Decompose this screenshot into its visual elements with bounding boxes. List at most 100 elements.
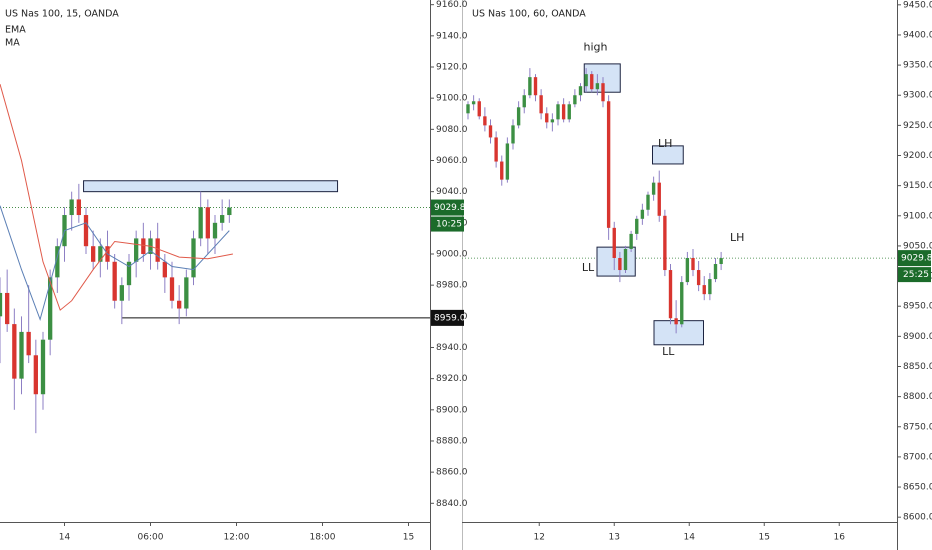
candle-body bbox=[76, 199, 81, 216]
candle-body bbox=[55, 246, 60, 278]
candle-body bbox=[169, 277, 175, 301]
countdown-bg bbox=[898, 267, 931, 283]
candle-body bbox=[550, 119, 555, 123]
candle-body bbox=[212, 222, 218, 239]
x-tick-label: 15 bbox=[403, 533, 414, 543]
candle-body bbox=[719, 258, 723, 265]
y-tick-label: 8980.0 bbox=[436, 281, 468, 291]
candle-body bbox=[477, 101, 481, 117]
candle-body bbox=[198, 207, 203, 239]
price-label-bg bbox=[431, 199, 464, 216]
candle-body bbox=[494, 137, 498, 162]
y-tick-label: 9200.0 bbox=[903, 151, 932, 161]
y-tick-label: 8950.0 bbox=[903, 302, 932, 312]
indicator-line bbox=[0, 205, 230, 322]
candle-body bbox=[545, 113, 549, 123]
candle-body bbox=[708, 279, 712, 295]
candle-body bbox=[567, 104, 571, 120]
x-tick-label: 06:00 bbox=[138, 533, 164, 543]
candle-body bbox=[134, 238, 139, 262]
candle-body bbox=[516, 107, 521, 126]
candle-body bbox=[126, 261, 132, 286]
candle-body bbox=[702, 285, 706, 295]
candle-body bbox=[466, 104, 470, 114]
y-tick-label: 9100.0 bbox=[903, 211, 932, 221]
candle-body bbox=[651, 182, 656, 195]
candle-body bbox=[69, 199, 74, 216]
legend-entry: MA bbox=[5, 38, 20, 49]
y-tick-label: 8940.0 bbox=[436, 343, 468, 353]
candle-body bbox=[657, 182, 661, 216]
candle-body bbox=[612, 227, 616, 258]
chart-title: US Nas 100, 15, OANDA bbox=[5, 9, 119, 20]
candle-body bbox=[205, 207, 210, 239]
candle-body bbox=[623, 248, 628, 271]
y-tick-label: 9250.0 bbox=[903, 121, 932, 131]
annotation: high bbox=[584, 41, 608, 54]
annotation: LL bbox=[662, 345, 675, 358]
x-tick-label: 13 bbox=[609, 533, 620, 543]
candle-body bbox=[584, 74, 588, 87]
zone-box bbox=[83, 180, 339, 193]
candle-body bbox=[500, 161, 504, 180]
chart-title: US Nas 100, 60, OANDA bbox=[472, 9, 586, 20]
candle-body bbox=[663, 215, 667, 271]
candle-body bbox=[98, 246, 103, 262]
y-tick-label: 8880.0 bbox=[436, 436, 468, 446]
candle-body bbox=[685, 257, 690, 283]
candle-body bbox=[12, 324, 17, 379]
candle-body bbox=[556, 104, 560, 120]
candle-body bbox=[629, 233, 633, 249]
candle-body bbox=[590, 74, 594, 90]
candle-body bbox=[483, 116, 487, 126]
zone-box bbox=[653, 320, 704, 346]
candle-body bbox=[713, 264, 718, 280]
y-tick-label: 9450.0 bbox=[903, 0, 932, 10]
candle-body bbox=[646, 194, 650, 210]
countdown-bg bbox=[431, 216, 464, 232]
candle-body bbox=[640, 209, 645, 219]
y-tick-label: 8920.0 bbox=[436, 374, 468, 384]
candle-body bbox=[155, 238, 160, 262]
candle-body bbox=[0, 292, 3, 317]
legend-entry: EMA bbox=[5, 25, 26, 36]
level-label: 8959.0 bbox=[434, 313, 466, 323]
x-tick-label: 16 bbox=[834, 533, 846, 543]
candle-body bbox=[488, 125, 493, 138]
x-tick-label: 12 bbox=[534, 533, 545, 543]
annotation: LH bbox=[658, 137, 672, 150]
x-tick-label: 14 bbox=[59, 533, 71, 543]
x-tick-label: 12:00 bbox=[224, 533, 250, 543]
y-tick-label: 9300.0 bbox=[903, 91, 932, 101]
y-tick-label: 8650.0 bbox=[903, 483, 932, 493]
candle-body bbox=[696, 270, 701, 286]
indicator-line bbox=[0, 83, 233, 311]
zone-box bbox=[596, 246, 636, 277]
candle-body bbox=[5, 292, 10, 325]
price-label: 9029.8 bbox=[434, 203, 466, 213]
candle-body bbox=[528, 77, 532, 96]
price-label: 9029.8 bbox=[901, 254, 932, 264]
candle-body bbox=[691, 257, 695, 271]
candle-body bbox=[578, 86, 583, 96]
candle-body bbox=[162, 261, 167, 278]
candle-body bbox=[522, 95, 526, 108]
candle-body bbox=[561, 104, 566, 120]
candle-body bbox=[618, 257, 622, 271]
candle-body bbox=[220, 215, 225, 223]
y-tick-label: 9100.0 bbox=[436, 94, 468, 104]
candle-body bbox=[227, 207, 232, 216]
y-tick-label: 8850.0 bbox=[903, 362, 932, 372]
candle-body bbox=[91, 246, 96, 262]
candle-body bbox=[26, 331, 31, 356]
candle-body bbox=[177, 300, 182, 309]
y-tick-label: 8900.0 bbox=[903, 332, 932, 342]
candle-body bbox=[601, 83, 605, 102]
y-tick-label: 9040.0 bbox=[436, 187, 468, 197]
y-tick-label: 9400.0 bbox=[903, 30, 932, 40]
y-tick-label: 8600.0 bbox=[903, 513, 932, 523]
candle-body bbox=[533, 77, 538, 96]
candle-body bbox=[680, 282, 684, 325]
